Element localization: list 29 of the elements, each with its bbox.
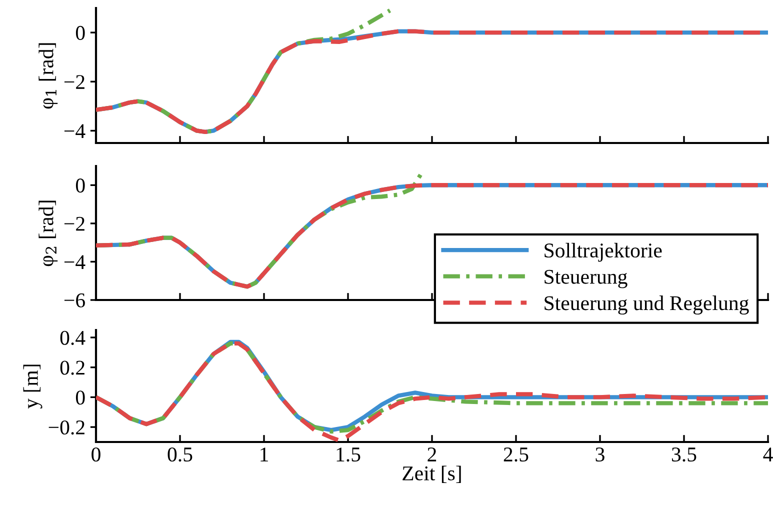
legend-label: Steuerung — [544, 270, 628, 288]
y-tick-label: 0 — [76, 26, 85, 40]
x-tick-label: 1.5 — [336, 448, 360, 462]
x-tick-label: 2 — [428, 448, 436, 462]
y-axis-title: φ$_{2}$ [rad] — [38, 200, 58, 266]
legend-label: Steuerung und Regelung — [544, 296, 749, 315]
x-tick-label: 0 — [92, 447, 100, 462]
x-tick-label: 2.5 — [504, 448, 528, 462]
x-tick-label: 0.5 — [168, 447, 192, 462]
line-series — [96, 183, 768, 289]
y-axis-title: y [m] — [23, 364, 42, 409]
x-axis-title: Zeit [s] — [402, 466, 461, 483]
y-tick-label: 0 — [76, 178, 85, 193]
y-tick-label: −4 — [64, 255, 86, 269]
x-tick-label: 3.5 — [672, 448, 696, 462]
y-tick-label: −4 — [64, 124, 86, 138]
y-tick-label: −0.2 — [48, 420, 84, 435]
y-tick-label: 0.2 — [60, 360, 84, 375]
y-tick-label: 0.4 — [60, 330, 86, 345]
x-tick-label: 4 — [763, 448, 773, 462]
y-tick-label: −2 — [64, 75, 84, 89]
y-tick-label: −2 — [64, 216, 84, 231]
line-series — [96, 29, 768, 134]
y-axis-title: φ$_{1}$ [rad] — [38, 43, 58, 109]
x-tick-label: 3 — [596, 448, 604, 462]
x-tick-label: 1 — [260, 448, 268, 462]
y-tick-label: −6 — [64, 293, 85, 308]
legend-label: Solltrajektorie — [544, 242, 662, 262]
y-tick-label: 0 — [76, 390, 85, 405]
